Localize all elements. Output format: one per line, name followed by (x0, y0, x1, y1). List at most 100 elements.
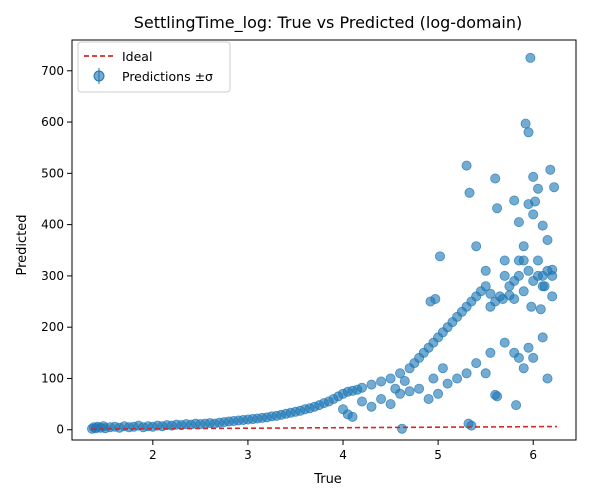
legend: Ideal Predictions ±σ (77, 41, 231, 93)
prediction-point (513, 352, 524, 363)
prediction-point (376, 393, 387, 404)
prediction-point (414, 383, 425, 394)
prediction-point (528, 352, 539, 363)
legend-ideal-label: Ideal (122, 49, 152, 64)
x-tick-label: 6 (529, 448, 537, 462)
prediction-point (490, 173, 501, 184)
prediction-point (399, 375, 410, 386)
prediction-point (356, 382, 367, 393)
y-tick-label: 0 (56, 423, 64, 437)
prediction-point (537, 220, 548, 231)
y-tick-label: 100 (41, 371, 64, 385)
prediction-point (537, 270, 548, 281)
prediction-point (395, 368, 406, 379)
prediction-point (434, 251, 445, 262)
y-tick-label: 600 (41, 115, 64, 129)
prediction-point (511, 400, 522, 411)
x-tick-label: 4 (339, 448, 347, 462)
prediction-point (485, 288, 496, 299)
chart-title: SettlingTime_log: True vs Predicted (log… (134, 13, 522, 33)
prediction-point (485, 347, 496, 358)
prediction-point (523, 342, 534, 353)
prediction-point (547, 291, 558, 302)
x-tick-label: 3 (244, 448, 252, 462)
prediction-point (442, 378, 453, 389)
plot-border (71, 39, 577, 441)
prediction-point (528, 209, 539, 220)
prediction-point (545, 164, 556, 175)
legend-prediction-marker (93, 70, 105, 82)
y-tick-label: 500 (41, 166, 64, 180)
ideal-line-layer (91, 425, 557, 430)
prediction-point (471, 358, 482, 369)
prediction-point (542, 234, 553, 245)
prediction-point (433, 388, 444, 399)
prediction-point (461, 368, 472, 379)
prediction-point (542, 373, 553, 384)
prediction-point (366, 379, 377, 390)
prediction-point (523, 265, 534, 276)
prediction-point (539, 281, 550, 292)
plot-area (71, 39, 577, 441)
prediction-point (480, 281, 491, 292)
prediction-point (518, 241, 529, 252)
y-axis: 0 100 200 300 400 500 600 700 (41, 64, 72, 437)
y-tick-label: 400 (41, 218, 64, 232)
prediction-point (471, 241, 482, 252)
x-axis: 2 3 4 5 6 (149, 440, 537, 462)
prediction-point (523, 199, 534, 210)
prediction-point (523, 127, 534, 138)
prediction-point (499, 270, 510, 281)
prediction-point (396, 423, 407, 434)
prediction-point (509, 195, 520, 206)
x-axis-label: True (313, 472, 342, 487)
prediction-point (461, 160, 472, 171)
prediction-point (464, 187, 475, 198)
prediction-point (528, 171, 539, 182)
y-tick-label: 300 (41, 269, 64, 283)
y-tick-label: 200 (41, 320, 64, 334)
prediction-point (525, 52, 536, 63)
y-axis-label: Predicted (15, 214, 30, 275)
prediction-point (492, 203, 503, 214)
prediction-point (537, 332, 548, 343)
legend-box (77, 41, 231, 93)
prediction-point (499, 255, 510, 266)
prediction-point (533, 255, 544, 266)
prediction-point (520, 118, 531, 129)
y-tick-label: 700 (41, 64, 64, 78)
prediction-point (497, 293, 508, 304)
prediction-point (480, 265, 491, 276)
prediction-point (366, 401, 377, 412)
ideal-line (91, 425, 557, 430)
points-layer (87, 52, 560, 434)
prediction-point (518, 286, 529, 297)
prediction-point (547, 264, 558, 275)
prediction-point (430, 293, 441, 304)
prediction-point (404, 386, 415, 397)
prediction-point (452, 373, 463, 384)
prediction-point (376, 376, 387, 387)
prediction-point (518, 363, 529, 374)
prediction-point (356, 396, 367, 407)
prediction-point (437, 363, 448, 374)
prediction-point (428, 373, 439, 384)
prediction-point (513, 217, 524, 228)
prediction-point (533, 183, 544, 194)
prediction-point (499, 337, 510, 348)
prediction-point (395, 388, 406, 399)
prediction-point (518, 255, 529, 266)
prediction-point (535, 304, 546, 315)
x-tick-label: 5 (434, 448, 442, 462)
legend-prediction-label: Predictions ±σ (122, 69, 213, 84)
prediction-point (385, 373, 396, 384)
x-tick-label: 2 (149, 448, 157, 462)
prediction-point (492, 391, 503, 402)
prediction-point (526, 301, 537, 312)
prediction-point (466, 420, 477, 431)
prediction-point (513, 270, 524, 281)
prediction-point (385, 399, 396, 410)
prediction-point (423, 393, 434, 404)
